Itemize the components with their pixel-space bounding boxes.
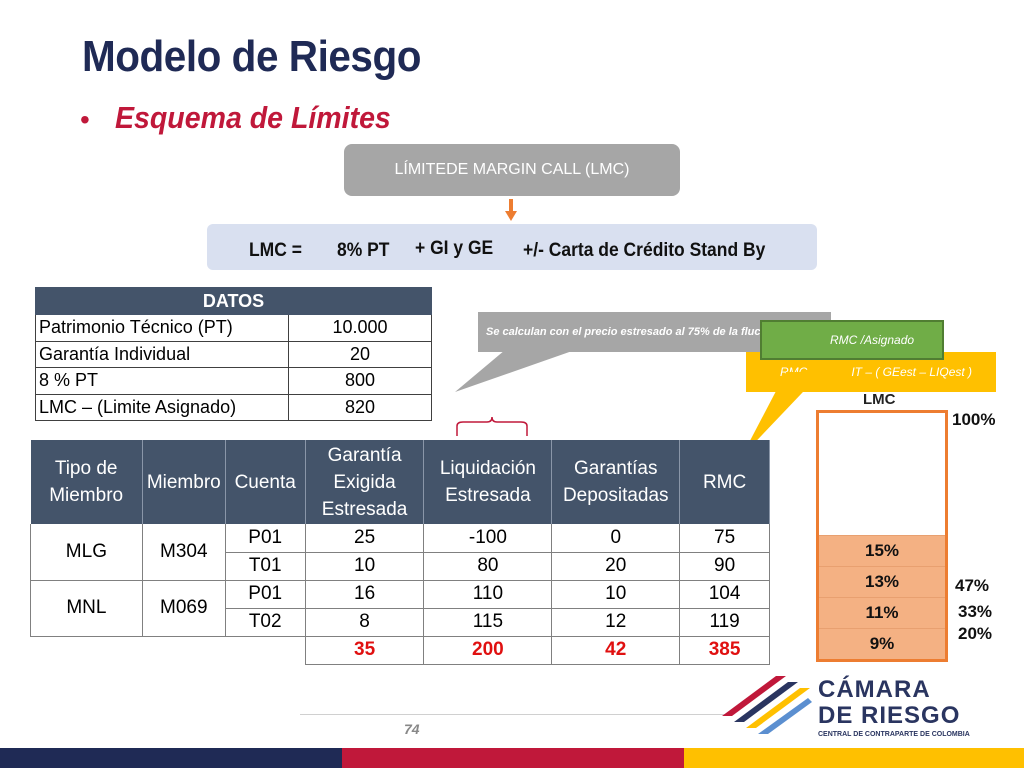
col-header-gee: Garantía Exigida Estresada — [305, 440, 425, 524]
pointer-callout — [742, 372, 822, 456]
cell-rmc: 104 — [679, 580, 770, 609]
cell-cuenta: P01 — [225, 524, 306, 553]
footer-stripe-navy — [0, 748, 342, 768]
rmc-formula-right: IT – ( GEest – LIQest ) — [851, 365, 973, 379]
logo-line2: DE RIESGO — [818, 702, 961, 729]
total-le: 200 — [423, 636, 553, 665]
bar-side-label: 47% — [955, 576, 990, 595]
footer-stripe-yellow — [684, 748, 1024, 768]
logo-line1: CÁMARA — [818, 676, 931, 703]
cell-gee: 10 — [305, 552, 425, 581]
bar-title: LMC — [863, 391, 896, 408]
lmc-formula: LMC = 8% PT + GI y GE +/- Carta de Crédi… — [207, 224, 817, 270]
col-header-tipo: Tipo de Miembro — [30, 440, 143, 524]
bar-segment: 15% — [819, 535, 945, 566]
total-gee: 35 — [305, 636, 425, 665]
total-rmc: 385 — [679, 636, 770, 665]
cell-gd: 10 — [551, 580, 681, 609]
lmc-utilization-bar: 15% 13% 11% 9% — [816, 410, 948, 662]
bar-segment: 11% — [819, 597, 945, 628]
logo-line3: CENTRAL DE CONTRAPARTE DE COLOMBIA — [818, 731, 970, 738]
table-row: Patrimonio Técnico (PT) 10.000 — [35, 314, 432, 342]
page-number: 74 — [404, 721, 420, 737]
cell-miembro: M069 — [142, 580, 226, 637]
cell-gee: 16 — [305, 580, 425, 609]
callout-tail — [455, 350, 575, 392]
camara-riesgo-logo-icon — [722, 676, 812, 734]
cell-gd: 20 — [551, 552, 681, 581]
cell-rmc: 119 — [679, 608, 770, 637]
formula-term-pt: 8% PT — [337, 240, 390, 261]
footer-stripe-red — [342, 748, 684, 768]
bullet-icon: • — [80, 104, 90, 135]
rmc-asignado-box: RMC /Asignado — [760, 320, 944, 360]
cell-rmc: 90 — [679, 552, 770, 581]
table-row: 8 % PT 800 — [35, 367, 432, 395]
col-header-rmc: RMC — [679, 440, 770, 524]
formula-term-carta: +/- Carta de Crédito Stand By — [523, 240, 766, 261]
bar-side-label: 33% — [958, 602, 993, 621]
cell-le: 115 — [423, 608, 553, 637]
cell-gee: 8 — [305, 608, 425, 637]
datos-header: DATOS — [35, 287, 432, 315]
cell-le: 80 — [423, 552, 553, 581]
total-gd: 42 — [551, 636, 681, 665]
cell-tipo: MNL — [30, 580, 143, 637]
table-row: MLG M304 P01 25 -100 0 75 — [30, 524, 770, 581]
table-row: Garantía Individual 20 — [35, 340, 432, 368]
datos-value: 20 — [288, 340, 432, 368]
cell-cuenta: P01 — [225, 580, 306, 609]
table-row: T01 10 80 20 90 — [31, 552, 770, 581]
down-arrow-icon — [505, 199, 517, 221]
table-row: MNL M069 P01 16 110 10 104 — [30, 580, 770, 637]
bar-top-label: 100% — [952, 410, 996, 429]
cell-tipo: MLG — [30, 524, 143, 581]
bar-segment: 9% — [819, 628, 945, 659]
cell-cuenta: T02 — [225, 608, 306, 637]
col-header-miembro: Miembro — [142, 440, 226, 524]
col-header-cuenta: Cuenta — [225, 440, 306, 524]
table-row: T02 8 115 12 119 — [31, 608, 770, 637]
datos-label: Patrimonio Técnico (PT) — [35, 314, 289, 342]
datos-label: 8 % PT — [35, 367, 289, 395]
totals-row: 35 200 42 385 — [31, 636, 770, 665]
datos-value: 820 — [288, 393, 432, 421]
cell-rmc: 75 — [679, 524, 770, 553]
table-row: LMC – (Limite Asignado) 820 — [35, 393, 432, 421]
datos-value: 800 — [288, 367, 432, 395]
lmc-header-box: LÍMITEDE MARGIN CALL (LMC) — [344, 144, 680, 196]
datos-label: LMC – (Limite Asignado) — [35, 393, 289, 421]
datos-value: 10.000 — [288, 314, 432, 342]
page-title: Modelo de Riesgo — [82, 32, 422, 81]
bar-side-label: 20% — [958, 624, 993, 643]
cell-gee: 25 — [305, 524, 425, 553]
rmc-table: Tipo de Miembro Miembro Cuenta Garantía … — [30, 440, 770, 665]
footer-divider — [300, 714, 730, 715]
bar-segment: 13% — [819, 566, 945, 597]
formula-lhs: LMC = — [249, 240, 302, 261]
datos-label: Garantía Individual — [35, 340, 289, 368]
cell-miembro: M304 — [142, 524, 226, 581]
cell-gd: 0 — [551, 524, 681, 553]
col-header-le: Liquidación Estresada — [423, 440, 553, 524]
datos-table: DATOS Patrimonio Técnico (PT) 10.000 Gara… — [35, 287, 432, 421]
cell-gd: 12 — [551, 608, 681, 637]
page-subtitle: Esquema de Límites — [115, 100, 391, 135]
brace-icon — [456, 416, 528, 436]
cell-le: -100 — [423, 524, 553, 553]
cell-cuenta: T01 — [225, 552, 306, 581]
cell-le: 110 — [423, 580, 553, 609]
formula-term-gi: + GI y GE — [415, 238, 494, 259]
col-header-gd: Garantías Depositadas — [551, 440, 681, 524]
